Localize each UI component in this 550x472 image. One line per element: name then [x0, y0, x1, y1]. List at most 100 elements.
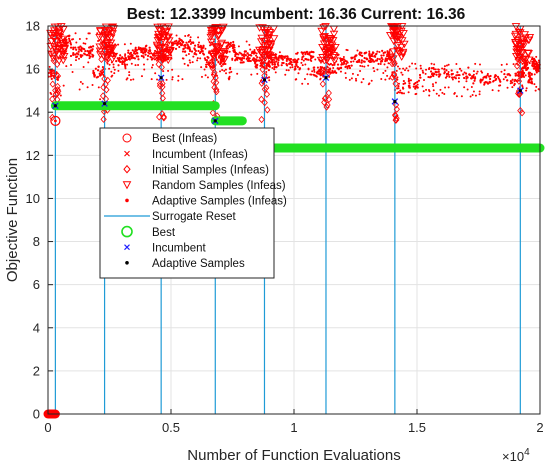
adaptive-sample-infeas: [277, 59, 280, 62]
adaptive-sample-infeas: [67, 37, 71, 40]
adaptive-sample-infeas: [416, 83, 419, 86]
adaptive-sample-infeas: [355, 79, 358, 82]
adaptive-sample-infeas: [350, 57, 353, 60]
adaptive-sample-infeas: [314, 58, 317, 61]
adaptive-sample-infeas: [87, 61, 90, 64]
adaptive-sample-infeas: [498, 84, 501, 87]
adaptive-sample-infeas: [443, 92, 446, 95]
initial-sample-infeas: [319, 80, 326, 88]
adaptive-sample-infeas: [514, 74, 517, 77]
adaptive-sample-infeas: [224, 68, 227, 71]
adaptive-sample-infeas: [78, 38, 81, 41]
adaptive-sample-infeas: [336, 63, 340, 66]
adaptive-sample-infeas: [293, 60, 296, 64]
adaptive-sample-infeas: [276, 58, 279, 61]
adaptive-sample-infeas: [215, 58, 218, 61]
adaptive-sample-infeas: [269, 61, 272, 64]
adaptive-sample-infeas: [373, 70, 376, 73]
random-sample-infeas: [261, 52, 270, 60]
random-sample-infeas: [102, 29, 111, 37]
adaptive-sample-infeas: [371, 51, 375, 54]
random-sample-infeas: [212, 43, 222, 52]
random-sample-infeas: [46, 29, 55, 38]
adaptive-sample-infeas: [80, 49, 83, 53]
adaptive-sample-infeas: [187, 45, 190, 48]
adaptive-sample-infeas: [150, 56, 153, 59]
adaptive-sample-infeas: [230, 44, 233, 47]
adaptive-sample-infeas: [184, 46, 187, 49]
adaptive-sample-infeas: [77, 46, 80, 49]
adaptive-sample-infeas: [134, 64, 137, 67]
adaptive-sample-infeas: [128, 58, 131, 61]
adaptive-sample-infeas: [385, 57, 389, 61]
initial-sample-infeas: [390, 70, 398, 78]
adaptive-sample-infeas: [254, 60, 257, 63]
adaptive-sample-infeas: [228, 71, 231, 74]
adaptive-sample-infeas: [137, 63, 140, 66]
adaptive-sample-infeas: [72, 53, 75, 56]
adaptive-sample-infeas: [71, 38, 74, 41]
adaptive-sample-infeas: [128, 71, 131, 74]
adaptive-sample-infeas: [408, 82, 411, 85]
adaptive-sample-infeas: [505, 63, 508, 66]
random-sample-infeas: [52, 48, 61, 56]
adaptive-sample-infeas: [240, 58, 243, 61]
adaptive-sample-infeas: [473, 77, 477, 80]
adaptive-sample-infeas: [304, 53, 307, 56]
adaptive-sample-infeas: [332, 71, 335, 74]
adaptive-sample-infeas: [500, 70, 503, 73]
adaptive-sample-infeas: [382, 71, 385, 74]
adaptive-sample-infeas: [413, 83, 416, 86]
initial-sample-infeas: [263, 90, 271, 98]
legend-label: Surrogate Reset: [152, 211, 237, 223]
adaptive-sample-infeas: [369, 59, 372, 62]
adaptive-sample-infeas: [433, 63, 436, 66]
adaptive-sample-infeas: [185, 41, 188, 44]
adaptive-sample-infeas: [95, 76, 98, 79]
random-sample-infeas: [397, 27, 406, 36]
initial-sample-infeas: [259, 65, 266, 74]
random-sample-infeas: [520, 31, 530, 39]
random-sample-infeas: [511, 39, 520, 47]
adaptive-sample-infeas: [513, 84, 516, 87]
initial-sample-infeas: [263, 84, 270, 92]
adaptive-sample-infeas: [108, 63, 111, 66]
random-sample-infeas: [389, 48, 398, 56]
adaptive-sample-infeas: [177, 42, 181, 45]
adaptive-sample-infeas: [439, 73, 442, 76]
random-sample-infeas: [54, 28, 64, 37]
adaptive-sample-infeas: [123, 60, 126, 63]
adaptive-sample-infeas: [521, 62, 524, 65]
adaptive-sample-infeas: [151, 63, 154, 66]
adaptive-sample-infeas: [397, 65, 400, 68]
x-exponent-base: ×10: [502, 449, 524, 464]
adaptive-sample-infeas: [260, 58, 264, 62]
random-sample-infeas: [217, 39, 227, 48]
initial-sample-infeas: [49, 95, 56, 103]
adaptive-sample-infeas: [190, 50, 194, 53]
adaptive-sample-infeas: [457, 77, 460, 80]
adaptive-sample-infeas: [247, 54, 250, 57]
initial-sample-infeas: [103, 52, 111, 61]
adaptive-sample-infeas: [253, 49, 256, 52]
adaptive-sample-infeas: [353, 58, 357, 61]
adaptive-sample-infeas: [368, 53, 371, 56]
adaptive-sample-infeas: [187, 34, 190, 37]
adaptive-sample-infeas: [70, 64, 73, 67]
adaptive-sample-infeas: [432, 85, 435, 88]
adaptive-sample-infeas: [398, 67, 401, 70]
adaptive-sample-infeas: [402, 67, 405, 70]
adaptive-sample-infeas: [123, 43, 126, 46]
adaptive-sample-infeas: [345, 63, 348, 66]
adaptive-sample-infeas: [178, 37, 181, 40]
random-sample-infeas: [220, 56, 229, 64]
adaptive-sample-infeas: [497, 89, 500, 92]
adaptive-sample-infeas: [480, 70, 483, 73]
adaptive-sample-infeas: [521, 84, 524, 87]
adaptive-sample-infeas: [483, 75, 486, 78]
adaptive-sample-infeas: [72, 52, 75, 55]
adaptive-sample-infeas: [249, 59, 252, 63]
adaptive-sample-infeas: [296, 65, 300, 69]
random-sample-infeas: [261, 30, 270, 38]
random-sample-infeas: [106, 34, 116, 42]
